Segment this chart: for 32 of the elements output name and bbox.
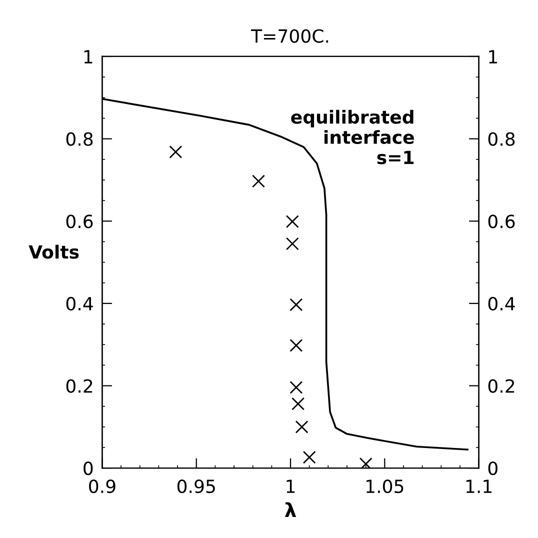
y-tick-label: 0.2: [66, 379, 92, 393]
y-tick-label: 0.4: [66, 296, 93, 311]
x-tick-label: 1: [286, 480, 295, 493]
point: [290, 298, 303, 312]
x-tick-label: 0.95: [177, 479, 215, 494]
point: [286, 237, 299, 250]
y2-tick-label: 0.6: [488, 214, 515, 228]
y-tick-label: 1: [84, 50, 92, 64]
point: [290, 380, 303, 394]
point: [286, 215, 299, 228]
y-tick-label: 0.8: [66, 132, 93, 146]
point: [302, 450, 316, 464]
y2-tick-label: 0.8: [488, 132, 515, 146]
chart-title: T=700C.: [250, 29, 328, 43]
point: [295, 420, 308, 434]
y-tick-label: 0: [84, 462, 93, 476]
y2-tick-label: 0: [488, 462, 498, 476]
point: [359, 457, 372, 468]
y2-tick-label: 0.2: [488, 379, 514, 393]
y-axis-title: Volts: [28, 244, 79, 259]
annotation: equilibrated interface s=1: [291, 110, 414, 164]
point: [169, 145, 182, 158]
y2-tick-label: 0.4: [488, 296, 515, 311]
y-tick-label: 0.6: [66, 214, 93, 228]
point: [292, 397, 305, 410]
x-tick-label: 1.05: [366, 479, 404, 494]
x-tick-label: 0.9: [89, 479, 116, 494]
point: [290, 338, 303, 352]
x-tick-label: 1.1: [466, 480, 492, 493]
y2-tick-label: 1: [489, 50, 497, 64]
point: [252, 174, 266, 188]
x-axis-title: λ: [284, 502, 296, 517]
